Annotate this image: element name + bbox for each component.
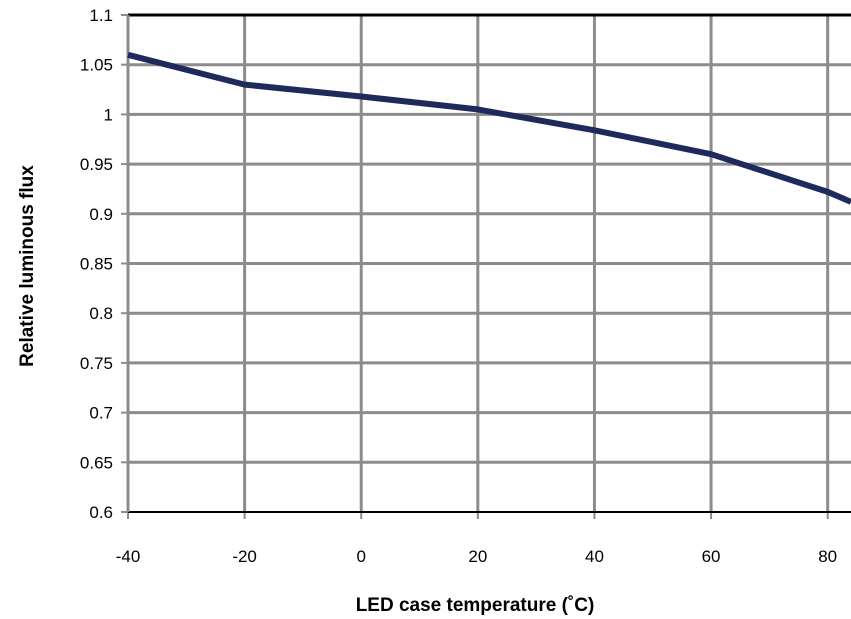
x-tick-label: 40: [585, 547, 604, 566]
x-tick-label: 80: [818, 547, 837, 566]
x-tick-label: 20: [468, 547, 487, 566]
y-tick-labels: 1.1 1.05 1 0.95 0.9 0.85 0.8 0.75 0.7 0.65 0.6: [80, 6, 113, 522]
y-tick-label: 0.85: [80, 255, 113, 274]
x-axis-title: LED case temperature (˚C): [356, 595, 595, 616]
y-tick-label: 0.65: [80, 453, 113, 472]
x-tick-label: -40: [116, 547, 141, 566]
y-tick-label: 0.75: [80, 354, 113, 373]
y-tick-label: 0.7: [89, 404, 113, 423]
x-tick-label: -20: [232, 547, 257, 566]
axes: [121, 13, 851, 519]
y-tick-label: 0.95: [80, 155, 113, 174]
y-tick-label: 0.6: [89, 503, 113, 522]
x-tick-label: 60: [702, 547, 721, 566]
y-tick-label: 0.9: [89, 205, 113, 224]
y-tick-label: 1.05: [80, 56, 113, 75]
series-layer: [127, 51, 851, 205]
series-line: [127, 51, 851, 205]
y-tick-label: 0.8: [89, 304, 113, 323]
x-tick-label: 0: [356, 547, 365, 566]
y-axis-title: Relative luminous flux: [17, 165, 38, 367]
y-tick-label: 1.1: [89, 6, 113, 25]
x-tick-labels: -40 -20 0 20 40 60 80: [116, 547, 837, 566]
y-tick-label: 1: [104, 105, 113, 124]
